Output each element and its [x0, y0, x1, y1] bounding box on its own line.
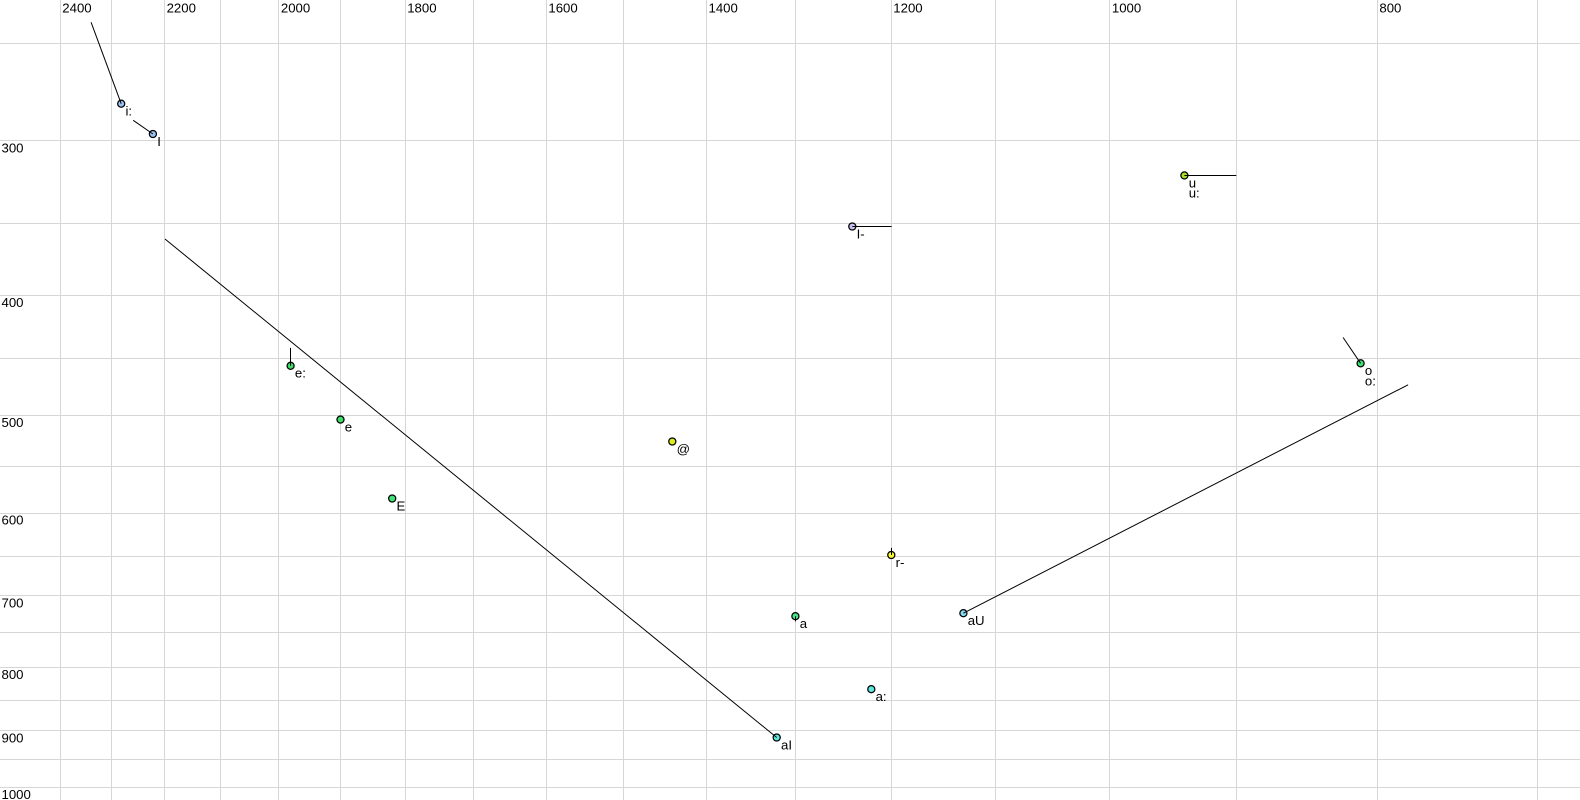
svg-text:1000: 1000: [2, 787, 31, 800]
svg-text:u: u: [1189, 175, 1196, 190]
svg-text:e:: e:: [295, 366, 306, 381]
svg-text:I: I: [157, 134, 161, 149]
svg-text:500: 500: [2, 415, 24, 430]
svg-text:400: 400: [2, 295, 24, 310]
svg-text:800: 800: [1379, 0, 1401, 15]
svg-text:a: a: [800, 616, 808, 631]
svg-text:700: 700: [2, 595, 24, 610]
svg-text:o: o: [1365, 363, 1372, 378]
svg-text:800: 800: [2, 667, 24, 682]
svg-text:e: e: [345, 420, 352, 435]
svg-text:E: E: [397, 498, 406, 513]
svg-text:r-: r-: [896, 555, 905, 570]
svg-text:u:: u:: [1189, 186, 1200, 201]
svg-text:a:: a:: [876, 689, 887, 704]
svg-text:2400: 2400: [62, 0, 91, 15]
svg-text:1600: 1600: [548, 0, 577, 15]
svg-text:@: @: [677, 441, 690, 456]
svg-text:2200: 2200: [167, 0, 196, 15]
svg-text:1800: 1800: [407, 0, 436, 15]
svg-text:aU: aU: [968, 613, 985, 628]
svg-text:600: 600: [2, 513, 24, 528]
svg-text:1400: 1400: [709, 0, 738, 15]
svg-text:1200: 1200: [893, 0, 922, 15]
svg-text:300: 300: [2, 141, 24, 156]
svg-text:900: 900: [2, 730, 24, 745]
svg-text:i:: i:: [126, 104, 133, 119]
svg-text:2000: 2000: [281, 0, 310, 15]
svg-text:I-: I-: [857, 226, 865, 241]
svg-text:o:: o:: [1365, 374, 1376, 389]
svg-text:aI: aI: [781, 737, 792, 752]
svg-text:1000: 1000: [1112, 0, 1141, 15]
